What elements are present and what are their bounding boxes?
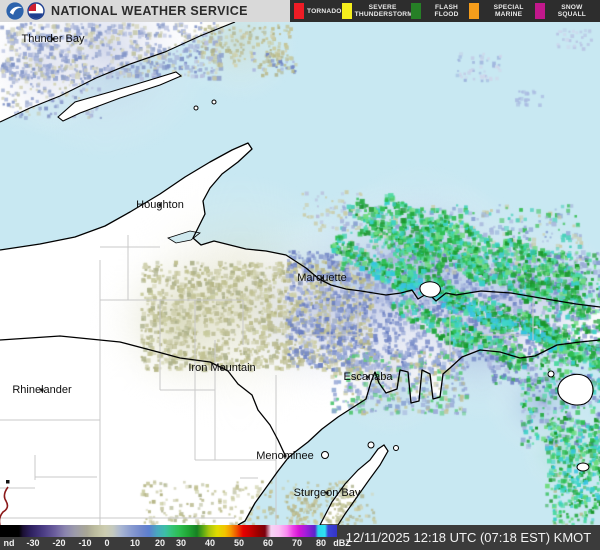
legend-item-severe-thunderstorm: SEVERE THUNDERSTORM [341, 0, 413, 22]
legend-label: TORNADO [307, 7, 342, 15]
colorbar-tick: 10 [129, 538, 141, 548]
colorbar-tick: 70 [291, 538, 303, 548]
colorbar-tick: 30 [175, 538, 187, 548]
legend-swatch [341, 3, 352, 19]
city-label-marquette: Marquette [297, 272, 347, 284]
city-label-rhinelander: Rhinelander [12, 384, 72, 396]
radar-map[interactable]: Thunder Bay Houghton Marquette Iron Mountai… [0, 22, 600, 525]
legend-label: FLASH FLOOD [434, 4, 459, 18]
city-label-sturgeon-bay: Sturgeon Bay [293, 487, 361, 499]
legend-swatch [410, 3, 421, 19]
city-label-menominee: Menominee [256, 450, 314, 462]
page-title: NATIONAL WEATHER SERVICE [51, 4, 248, 18]
city-label-thunder-bay: Thunder Bay [21, 33, 85, 45]
colorbar-tick: 80 [315, 538, 327, 548]
header-bar: NATIONAL WEATHER SERVICE TORNADO SEVERE T… [0, 0, 600, 22]
city-label-escanaba: Escanaba [343, 371, 393, 383]
city-label-houghton: Houghton [136, 199, 184, 211]
legend-label: SNOW SQUALL [557, 4, 587, 18]
colorbar-tick: 0 [104, 538, 110, 548]
legend-item-snow-squall: SNOW SQUALL [534, 0, 596, 22]
logo-group [0, 2, 45, 20]
city-marker [320, 276, 324, 280]
city-marker [51, 37, 55, 41]
colorbar-tick: -20 [52, 538, 66, 548]
city-marker [366, 375, 370, 379]
colorbar-tick: 20 [154, 538, 166, 548]
colorbar-gradient [0, 525, 337, 537]
colorbar-tick: dBZ [333, 538, 351, 548]
warning-legend: TORNADO SEVERE THUNDERSTORM FLASH FLOOD SPE… [290, 0, 600, 22]
reflectivity-colorbar: nd -30 -20 -10 0 10 20 30 40 50 60 70 80 dBZ [0, 525, 351, 550]
colorbar-tick: -30 [26, 538, 40, 548]
city-labels: Thunder Bay Houghton Marquette Iron Mountai… [0, 22, 600, 525]
city-marker [283, 454, 287, 458]
colorbar-tick: 40 [204, 538, 216, 548]
status-bar: nd -30 -20 -10 0 10 20 30 40 50 60 70 80 dBZ 12/11/20… [0, 525, 600, 550]
legend-swatch [534, 3, 545, 19]
legend-label: SPECIAL MARINE [493, 4, 524, 18]
legend-label: SEVERE THUNDERSTORM [354, 4, 413, 18]
city-label-iron-mountain: Iron Mountain [188, 362, 256, 374]
city-marker [158, 203, 162, 207]
city-marker [40, 388, 44, 392]
city-marker [325, 491, 329, 495]
nws-logo-icon [27, 2, 45, 20]
legend-item-flash-flood: FLASH FLOOD [410, 0, 470, 22]
colorbar-tick: nd [3, 538, 15, 548]
timestamp-text: 12/11/2025 12:18 UTC (07:18 EST) KMOT [345, 530, 592, 545]
city-marker [220, 366, 224, 370]
legend-swatch [294, 3, 304, 19]
colorbar-tick: 60 [262, 538, 274, 548]
legend-swatch [469, 3, 480, 19]
colorbar-tick: -10 [78, 538, 92, 548]
noaa-logo-icon [6, 2, 24, 20]
legend-item-special-marine: SPECIAL MARINE [469, 0, 534, 22]
legend-item-tornado: TORNADO [294, 0, 342, 22]
colorbar-tick: 50 [233, 538, 245, 548]
